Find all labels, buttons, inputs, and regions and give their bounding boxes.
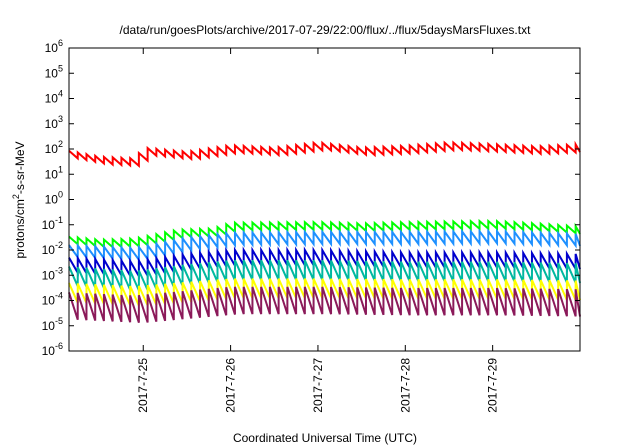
y-tick-label-exp: 6	[58, 38, 63, 48]
y-tick-label-exp: -5	[55, 316, 63, 326]
y-tick-label-base: 10	[45, 92, 59, 106]
y-tick-label-exp: -3	[55, 265, 63, 275]
y-tick-label-base: 10	[42, 218, 56, 232]
y-axis-label: protons/cm2-s-sr-MeV	[11, 141, 27, 258]
y-tick-label-exp: -6	[55, 341, 63, 351]
y-axis: 10610510410310210110010-110-210-310-410-…	[42, 38, 580, 358]
y-axis-label-after: -s-sr-MeV	[13, 141, 27, 194]
series-line	[68, 246, 581, 280]
y-tick-label: 105	[45, 63, 63, 80]
y-tick-label-base: 10	[42, 294, 56, 308]
y-tick-label: 106	[45, 38, 63, 55]
y-tick-label: 10-4	[42, 291, 63, 308]
y-axis-label-before: protons/cm	[13, 199, 27, 258]
x-tick-label: 2017-7-28	[398, 358, 412, 413]
y-tick-label-exp: -1	[55, 215, 63, 225]
y-tick-label-base: 10	[45, 193, 59, 207]
y-tick-label: 103	[45, 114, 63, 131]
series-line	[68, 259, 581, 291]
y-tick-label-base: 10	[42, 243, 56, 257]
y-tick-label: 104	[45, 89, 63, 106]
x-tick-label: 2017-7-26	[224, 358, 238, 413]
y-tick-label: 10-3	[42, 265, 63, 282]
y-tick-label: 10-1	[42, 215, 63, 232]
y-tick-label: 100	[45, 190, 63, 207]
y-tick-label-base: 10	[45, 117, 59, 131]
y-tick-label-exp: 0	[58, 190, 63, 200]
y-axis-label-sup: 2	[11, 194, 21, 199]
series-line	[68, 286, 581, 323]
y-tick-label-base: 10	[45, 66, 59, 80]
y-tick-label-base: 10	[42, 319, 56, 333]
y-tick-label: 10-5	[42, 316, 63, 333]
y-tick-label-base: 10	[42, 344, 56, 358]
series-layer	[68, 140, 581, 323]
x-tick-label: 2017-7-29	[486, 358, 500, 413]
y-tick-label-base: 10	[45, 41, 59, 55]
y-tick-label: 10-2	[42, 240, 63, 257]
y-tick-label: 10-6	[42, 341, 63, 358]
x-axis-label: Coordinated Universal Time (UTC)	[233, 431, 417, 445]
y-tick-label-exp: 3	[58, 114, 63, 124]
y-tick-label-base: 10	[45, 142, 59, 156]
x-tick-label: 2017-7-25	[136, 358, 150, 413]
y-tick-label-exp: -2	[55, 240, 63, 250]
y-tick-label: 102	[45, 139, 63, 156]
y-tick-label-base: 10	[45, 167, 59, 181]
y-tick-label: 101	[45, 164, 63, 181]
y-tick-label-base: 10	[42, 268, 56, 282]
y-tick-label-exp: 1	[58, 164, 63, 174]
x-axis: 2017-7-25 2017-7-26 2017-7-27 2017-7-28 2017…	[136, 48, 500, 413]
chart-title: /data/run/goesPlots/archive/2017-07-29/2…	[120, 23, 532, 37]
y-tick-label-exp: 4	[58, 89, 63, 99]
y-tick-label-exp: 5	[58, 63, 63, 73]
y-tick-label-exp: 2	[58, 139, 63, 149]
series-line	[68, 140, 581, 168]
y-tick-label-exp: -4	[55, 291, 63, 301]
x-tick-label: 2017-7-27	[311, 358, 325, 413]
series-line	[68, 228, 581, 263]
series-line	[68, 218, 581, 250]
